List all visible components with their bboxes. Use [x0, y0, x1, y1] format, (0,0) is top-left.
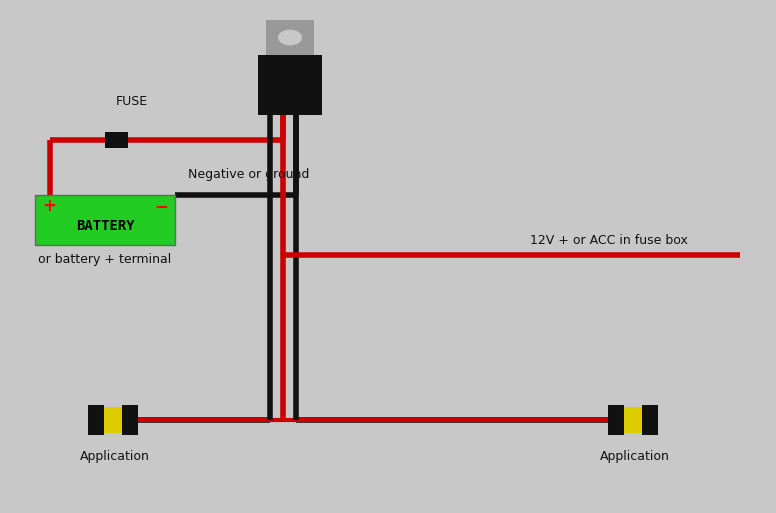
Text: Application: Application	[80, 450, 150, 463]
Bar	[624, 407, 642, 432]
Bar	[642, 405, 658, 435]
Text: +: +	[42, 198, 56, 215]
Text: Application: Application	[600, 450, 670, 463]
Bar	[104, 407, 122, 432]
Bar	[35, 195, 175, 245]
Text: 12V + or ACC in fuse box: 12V + or ACC in fuse box	[530, 233, 688, 247]
Bar	[88, 405, 104, 435]
Text: or battery + terminal: or battery + terminal	[38, 253, 171, 266]
Text: Negative or ground: Negative or ground	[188, 168, 310, 182]
Bar	[266, 20, 314, 55]
Circle shape	[278, 30, 302, 46]
Text: BATTERY: BATTERY	[76, 219, 134, 233]
Bar	[105, 132, 128, 148]
Bar	[122, 405, 138, 435]
Text: −: −	[154, 198, 168, 215]
Bar	[608, 405, 624, 435]
Text: FUSE: FUSE	[116, 95, 148, 108]
Bar	[258, 55, 322, 115]
